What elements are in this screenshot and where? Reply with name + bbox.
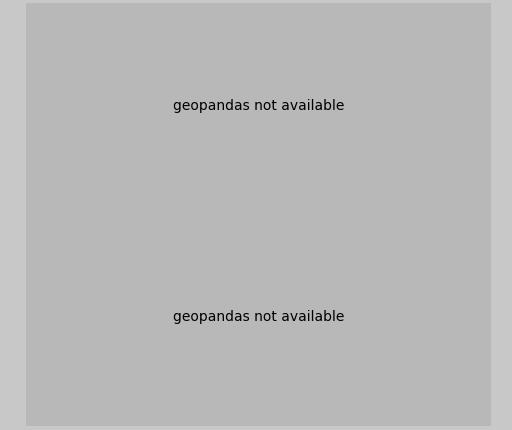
Text: geopandas not available: geopandas not available xyxy=(173,98,344,113)
Text: geopandas not available: geopandas not available xyxy=(173,309,344,323)
